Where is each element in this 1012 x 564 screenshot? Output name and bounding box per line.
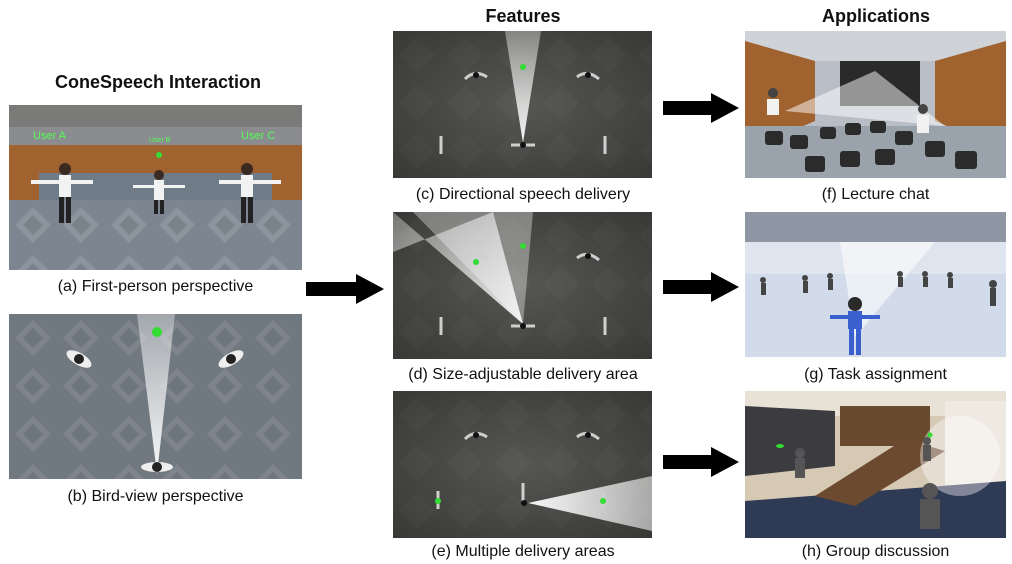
- applications-heading: Applications: [821, 6, 930, 26]
- panel-c-caption: (c) Directional speech delivery: [415, 186, 631, 203]
- panel-a-caption: (a) First-person perspective: [57, 278, 254, 295]
- panel-e-multiple-areas-image: [393, 391, 652, 538]
- panel-b-caption: (b) Bird-view perspective: [67, 488, 244, 505]
- arrow-to-task-assignment: [663, 272, 739, 302]
- arrow-to-group-discussion: [663, 447, 739, 477]
- panel-d-size-adjustable-image: [393, 212, 652, 359]
- panel-h-group-discussion-image: [745, 391, 1006, 538]
- panel-f-caption: (f) Lecture chat: [821, 186, 930, 203]
- panel-d-caption: (d) Size-adjustable delivery area: [408, 366, 638, 383]
- panel-g-task-image: [745, 212, 1006, 357]
- panel-a-first-person-image: User A User B User C: [9, 105, 302, 270]
- panel-f-lecture-image: [745, 31, 1006, 178]
- user-a-label: User A: [33, 130, 67, 142]
- panel-c-directional-image: [393, 31, 652, 178]
- panel-g-caption: (g) Task assignment: [804, 366, 947, 383]
- arrow-to-features: [306, 274, 384, 304]
- user-c-label: User C: [241, 130, 276, 142]
- panel-h-caption: (h) Group discussion: [801, 543, 950, 560]
- panel-b-bird-view-image: [9, 314, 302, 479]
- panel-e-caption: (e) Multiple delivery areas: [431, 543, 615, 560]
- interaction-heading: ConeSpeech Interaction: [54, 72, 262, 92]
- arrow-to-lecture-chat: [663, 93, 739, 123]
- user-b-label: User B: [149, 137, 171, 144]
- features-heading: Features: [485, 6, 561, 26]
